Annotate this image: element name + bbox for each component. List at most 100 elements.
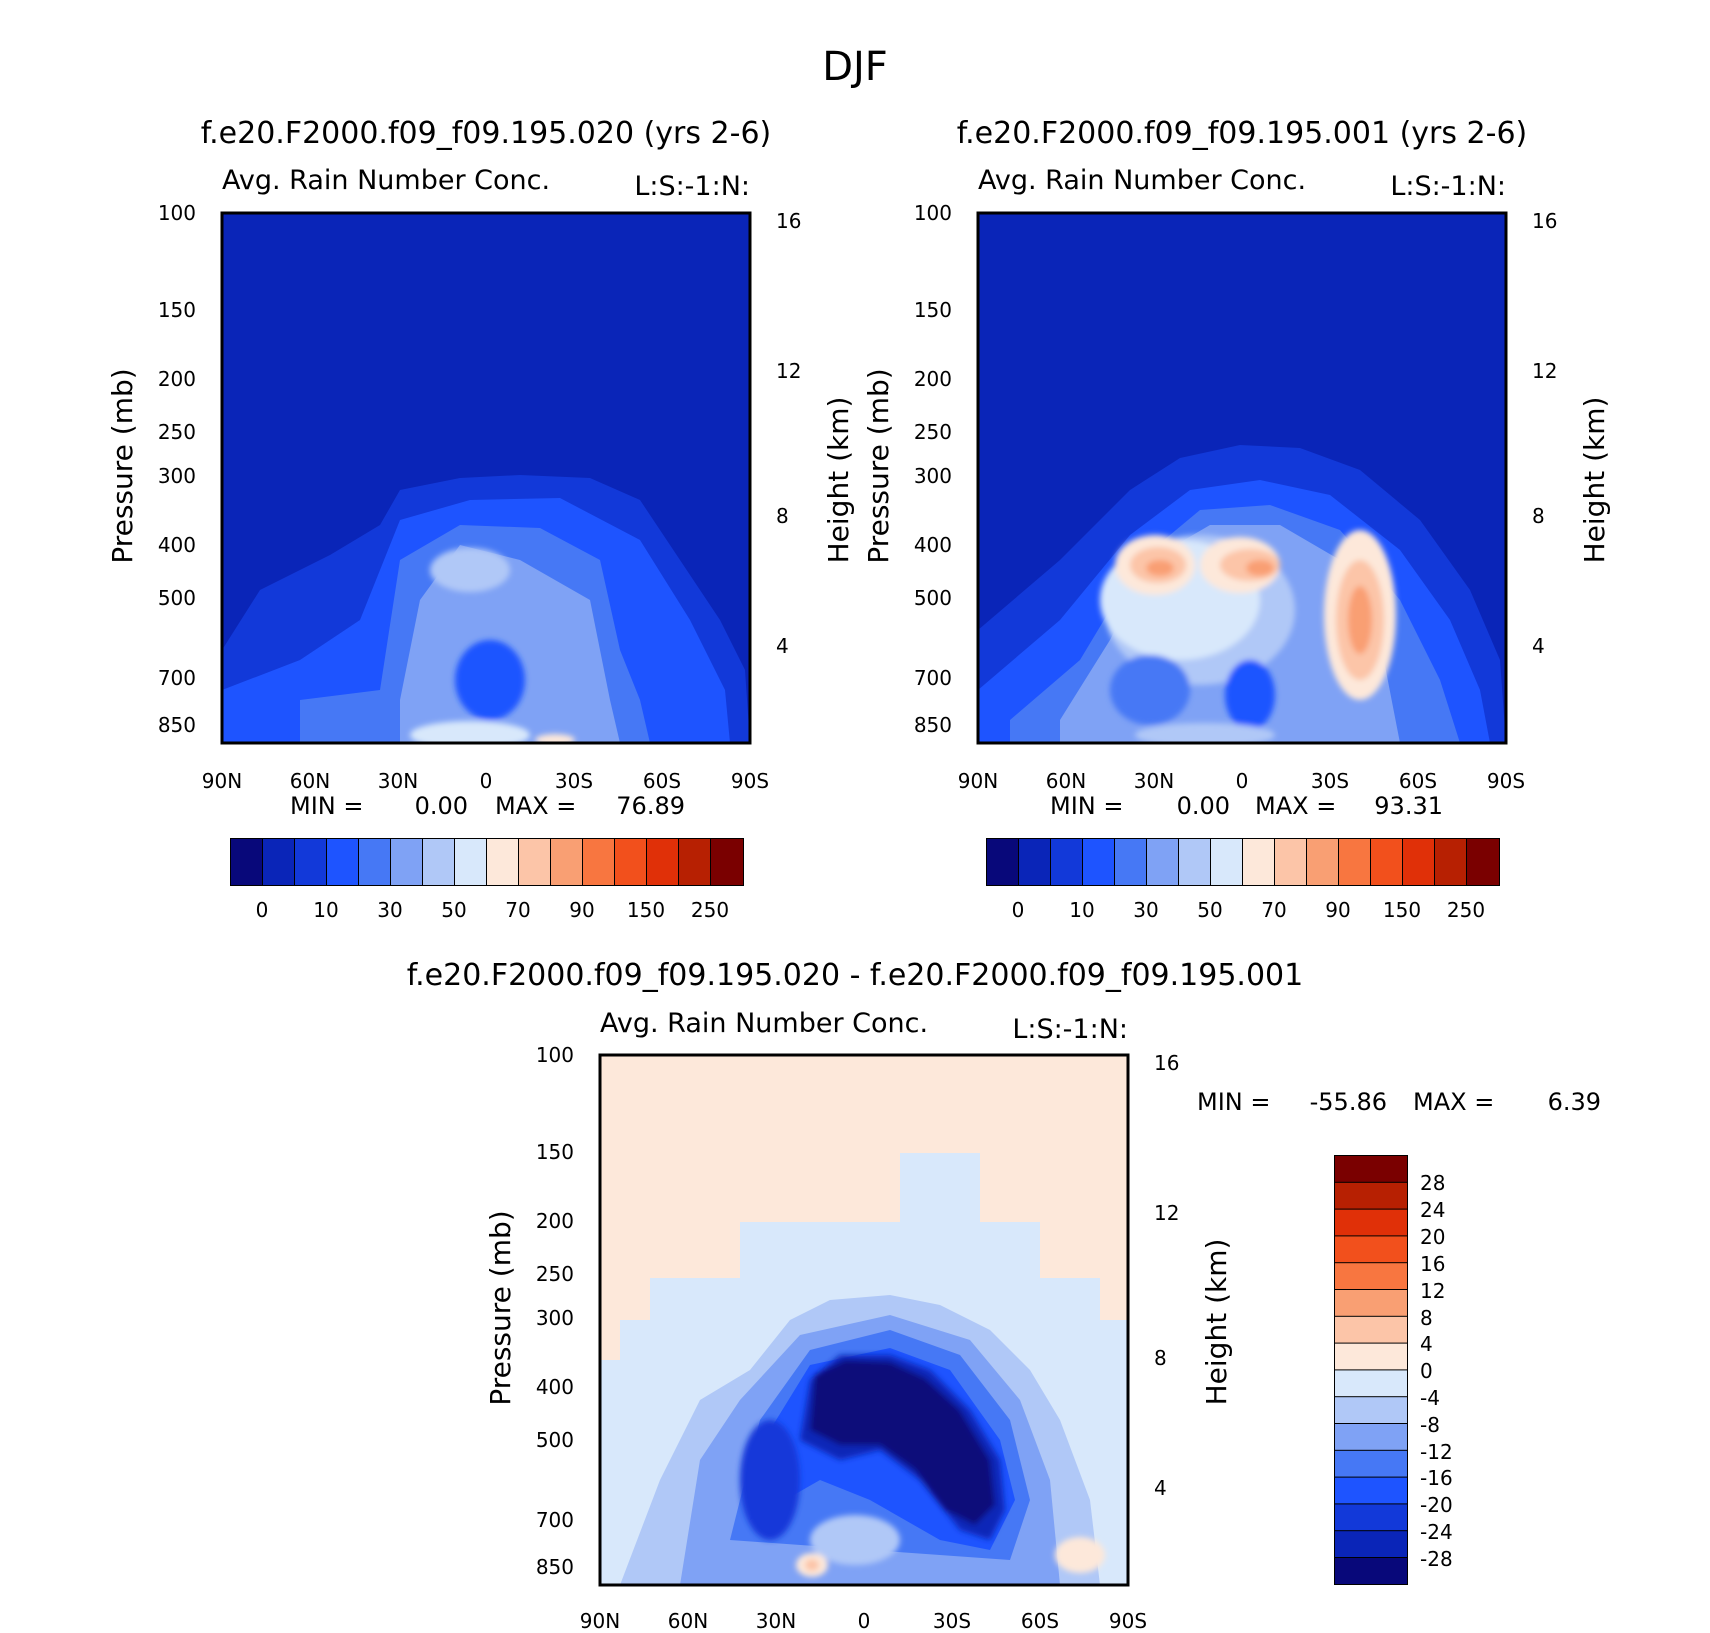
height-tick-label: 16 bbox=[1532, 209, 1557, 233]
height-axis-title: Height (km) bbox=[822, 397, 855, 564]
colorbar-swatch bbox=[679, 839, 710, 885]
colorbar-swatch bbox=[1335, 1370, 1407, 1397]
max-label: MAX = bbox=[1255, 792, 1336, 820]
min-label: MIN = bbox=[290, 792, 363, 820]
colorbar-swatches bbox=[231, 839, 743, 885]
contour-blob bbox=[740, 1420, 800, 1540]
y-tick-label: 850 bbox=[536, 1555, 574, 1579]
colorbar-label: 8 bbox=[1420, 1306, 1433, 1330]
y-tick-label: 100 bbox=[158, 201, 196, 225]
plot-frame bbox=[976, 211, 1508, 745]
contour-blob bbox=[810, 1515, 900, 1565]
colorbar-label: 28 bbox=[1420, 1171, 1445, 1195]
colorbar-swatch bbox=[1371, 839, 1402, 885]
y-tick-label: 500 bbox=[536, 1428, 574, 1452]
colorbar-swatch bbox=[391, 839, 422, 885]
contour-blob bbox=[430, 548, 510, 592]
y-tick-label: 400 bbox=[158, 533, 196, 557]
height-axis-title: Height (km) bbox=[1578, 397, 1611, 564]
colorbar-swatch bbox=[1339, 839, 1370, 885]
colorbar-label: -16 bbox=[1420, 1466, 1453, 1490]
x-tick-label: 0 bbox=[1236, 769, 1249, 793]
colorbar-label: -24 bbox=[1420, 1520, 1453, 1544]
contour-blob bbox=[455, 640, 525, 720]
colorbar-swatch bbox=[231, 839, 262, 885]
colorbar-swatch bbox=[583, 839, 614, 885]
y-tick-label: 500 bbox=[158, 586, 196, 610]
plot-frame bbox=[220, 211, 752, 745]
y-tick-label: 400 bbox=[536, 1375, 574, 1399]
min-label: MIN = bbox=[1197, 1088, 1270, 1116]
contour-blob bbox=[1246, 560, 1274, 576]
contour-field bbox=[600, 1055, 1128, 1585]
x-tick-label: 30S bbox=[933, 1609, 971, 1633]
height-tick-label: 4 bbox=[1532, 634, 1545, 658]
colorbar-label: 16 bbox=[1420, 1252, 1445, 1276]
colorbar-label: 150 bbox=[1383, 898, 1421, 922]
contour-blob bbox=[1348, 586, 1372, 654]
height-tick-label: 8 bbox=[1154, 1346, 1167, 1370]
panel-subtitle-left: Avg. Rain Number Conc. bbox=[978, 165, 1306, 196]
colorbar-label: 50 bbox=[1197, 898, 1222, 922]
y-tick-label: 100 bbox=[914, 201, 952, 225]
colorbar-label: 250 bbox=[691, 898, 729, 922]
colorbar-swatches bbox=[1335, 1156, 1407, 1584]
x-tick-label: 60N bbox=[668, 1609, 708, 1633]
height-axis: 16 12 8 4 Height (km) bbox=[776, 209, 855, 658]
y-axis-title: Pressure (mb) bbox=[484, 1210, 517, 1405]
colorbar-label: -20 bbox=[1420, 1493, 1453, 1517]
contour-blob bbox=[410, 721, 530, 743]
contour-blob bbox=[1225, 660, 1275, 730]
panel-difference: f.e20.F2000.f09_f09.195.020 - f.e20.F200… bbox=[407, 958, 1601, 1633]
x-tick-label: 30S bbox=[555, 769, 593, 793]
y-tick-label: 700 bbox=[158, 666, 196, 690]
x-tick-label: 0 bbox=[480, 769, 493, 793]
contour-field bbox=[222, 213, 750, 743]
colorbar-swatch bbox=[987, 839, 1018, 885]
x-tick-label: 60S bbox=[643, 769, 681, 793]
panel-subtitle-right: L:S:-1:N: bbox=[1012, 1014, 1128, 1045]
max-value: 76.89 bbox=[616, 792, 685, 820]
colorbar-swatch bbox=[1335, 1156, 1407, 1182]
min-value: -55.86 bbox=[1310, 1088, 1387, 1116]
height-tick-label: 12 bbox=[1532, 359, 1557, 383]
y-tick-label: 250 bbox=[158, 420, 196, 444]
colorbar-swatch bbox=[327, 839, 358, 885]
colorbar-label: -28 bbox=[1420, 1547, 1453, 1571]
contour-blob bbox=[1135, 723, 1275, 743]
min-max-readout: MIN = 0.00 MAX = 76.89 bbox=[290, 792, 685, 820]
colorbar-swatch bbox=[1335, 1424, 1407, 1450]
pressure-axis: 100 150 200 250 300 400 500 700 850 Pres… bbox=[484, 1043, 574, 1579]
colorbar-label: 70 bbox=[1261, 898, 1286, 922]
colorbar-swatch bbox=[1335, 1397, 1407, 1423]
y-tick-label: 250 bbox=[536, 1262, 574, 1286]
colorbar-swatches bbox=[987, 839, 1499, 885]
max-value: 6.39 bbox=[1548, 1088, 1601, 1116]
x-tick-label: 30N bbox=[756, 1609, 796, 1633]
plot-frame bbox=[598, 1053, 1130, 1587]
x-tick-label: 60S bbox=[1399, 769, 1437, 793]
colorbar: 0 10 30 50 70 90 150 250 bbox=[230, 838, 744, 922]
colorbar-label: 12 bbox=[1420, 1279, 1445, 1303]
colorbar-label: 10 bbox=[313, 898, 338, 922]
x-tick-label: 0 bbox=[858, 1609, 871, 1633]
y-tick-label: 250 bbox=[914, 420, 952, 444]
colorbar-swatch bbox=[1335, 1263, 1407, 1289]
x-tick-label: 90S bbox=[1109, 1609, 1147, 1633]
y-tick-label: 500 bbox=[914, 586, 952, 610]
colorbar-swatch bbox=[1275, 839, 1306, 885]
colorbar: 0 10 30 50 70 90 150 250 bbox=[986, 838, 1500, 922]
height-tick-label: 4 bbox=[1154, 1476, 1167, 1500]
x-axis: 90N 60N 30N 0 30S 60S 90S bbox=[202, 769, 769, 793]
y-tick-label: 200 bbox=[158, 367, 196, 391]
height-axis: 16 12 8 4 Height (km) bbox=[1532, 209, 1611, 658]
colorbar-label: -8 bbox=[1420, 1413, 1440, 1437]
y-tick-label: 200 bbox=[914, 367, 952, 391]
contour-field bbox=[978, 213, 1506, 743]
colorbar-label: -4 bbox=[1420, 1386, 1440, 1410]
colorbar-label: 24 bbox=[1420, 1198, 1445, 1222]
max-label: MAX = bbox=[1413, 1088, 1494, 1116]
height-tick-label: 8 bbox=[1532, 504, 1545, 528]
y-axis-title: Pressure (mb) bbox=[862, 368, 895, 563]
